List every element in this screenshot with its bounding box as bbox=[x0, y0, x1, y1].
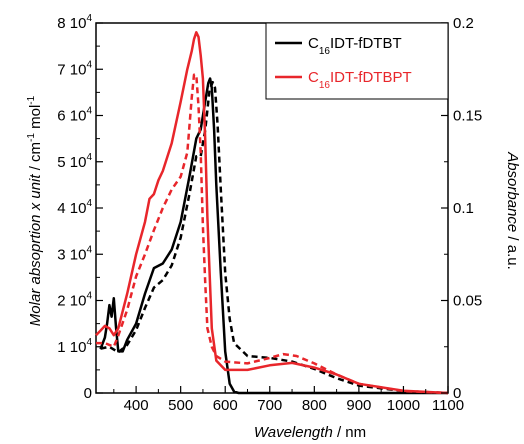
y-left-tick-label: 6 104 bbox=[57, 106, 92, 125]
y-right-tick-label: 0.15 bbox=[453, 108, 482, 125]
y-right-tick-label: 0 bbox=[453, 385, 461, 402]
x-tick-label: 600 bbox=[213, 397, 238, 414]
legend-label-black: C16IDT-fDTBT bbox=[308, 35, 402, 57]
y-left-tick-label: 7 104 bbox=[57, 59, 92, 78]
x-tick-label: 1100 bbox=[432, 397, 464, 414]
y-left-tick-label: 3 104 bbox=[57, 244, 92, 263]
y-left-tick-label: 4 104 bbox=[57, 198, 92, 217]
y-left-tick-label: 8 104 bbox=[57, 13, 92, 32]
y-right-tick-label: 0.05 bbox=[453, 293, 482, 310]
x-tick-label: 500 bbox=[168, 397, 193, 414]
y-left-tick-label: 5 104 bbox=[57, 152, 92, 171]
x-axis-title: Wavelength / nm bbox=[254, 424, 366, 441]
series-red-dashed bbox=[96, 73, 449, 395]
series-black-solid bbox=[99, 77, 448, 395]
legend-label-red: C16IDT-fDTBPT bbox=[308, 69, 412, 91]
y-left-tick-label: 0 bbox=[84, 385, 92, 402]
y-left-tick-label: 2 104 bbox=[57, 291, 92, 310]
series-black-dashed bbox=[100, 80, 449, 395]
series-red-solid bbox=[95, 31, 449, 395]
y-axis-right-title: Absorbance / a.u. bbox=[504, 151, 521, 270]
x-tick-label: 900 bbox=[346, 397, 371, 414]
series-layer bbox=[95, 31, 449, 395]
x-tick-label: 800 bbox=[302, 397, 327, 414]
y-right-tick-label: 0.1 bbox=[453, 200, 474, 217]
x-tick-label: 1000 bbox=[387, 397, 420, 414]
y-axis-left-title: Molar absoprtion x unit / cm-1 mol-1 bbox=[26, 95, 44, 326]
y-left-tick-label: 1 104 bbox=[57, 337, 92, 356]
x-tick-label: 700 bbox=[257, 397, 282, 414]
x-tick-label: 400 bbox=[124, 397, 149, 414]
legend-box bbox=[265, 22, 449, 100]
y-right-tick-label: 0.2 bbox=[453, 15, 474, 32]
legend: C16IDT-fDTBT C16IDT-fDTBPT bbox=[265, 22, 449, 100]
